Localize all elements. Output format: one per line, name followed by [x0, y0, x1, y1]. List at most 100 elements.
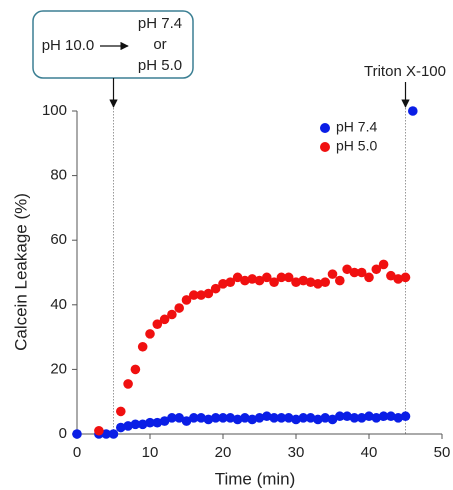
data-point — [400, 272, 411, 283]
data-point — [262, 411, 272, 422]
data-point — [189, 413, 199, 423]
data-point — [189, 290, 199, 300]
y-tick-label: 0 — [59, 425, 67, 442]
data-point — [137, 341, 148, 352]
y-tick-label: 40 — [50, 296, 67, 313]
data-point — [232, 272, 243, 283]
data-point — [327, 269, 338, 279]
data-point — [174, 413, 184, 423]
y-axis-label: Calcein Leakage (%) — [11, 193, 30, 351]
data-point — [342, 411, 352, 422]
data-point — [232, 414, 243, 425]
data-point — [203, 414, 214, 425]
data-point — [313, 279, 323, 289]
data-point — [167, 309, 177, 320]
data-point — [356, 413, 367, 423]
annotation-text: pH 10.0 — [42, 37, 95, 54]
data-point — [378, 259, 389, 270]
annotation-text: Triton X-100 — [364, 63, 446, 80]
data-point — [283, 413, 294, 423]
legend-label: pH 7.4 — [336, 119, 377, 135]
data-point — [283, 272, 294, 283]
y-tick-label: 60 — [50, 231, 67, 248]
data-point — [123, 379, 133, 389]
data-point — [159, 416, 170, 426]
data-point — [349, 413, 360, 423]
data-point — [320, 413, 331, 423]
data-point — [342, 264, 352, 275]
data-point — [269, 277, 279, 287]
data-point — [298, 413, 309, 423]
data-point — [101, 429, 111, 439]
data-point — [327, 414, 338, 425]
data-point — [210, 283, 221, 294]
data-point — [218, 413, 228, 423]
data-point — [247, 274, 257, 284]
data-point — [400, 411, 411, 422]
data-point — [305, 413, 316, 423]
x-tick-label: 20 — [215, 444, 232, 461]
data-point — [196, 290, 206, 300]
data-point — [152, 417, 163, 428]
y-tick-label: 100 — [42, 102, 67, 119]
data-point — [152, 319, 163, 329]
legend-label: pH 5.0 — [336, 138, 377, 154]
data-point — [386, 270, 396, 281]
x-tick-label: 30 — [288, 444, 305, 461]
annotation-text: pH 5.0 — [138, 57, 182, 74]
data-point — [225, 277, 236, 287]
legend-marker — [320, 123, 330, 133]
data-point — [364, 272, 374, 283]
data-point — [116, 406, 126, 417]
data-point — [210, 413, 221, 423]
data-point — [167, 413, 177, 423]
data-point — [349, 267, 360, 278]
data-point — [393, 274, 404, 284]
data-point — [137, 419, 148, 430]
data-point — [254, 413, 265, 423]
data-point — [225, 413, 236, 423]
y-tick-label: 20 — [50, 360, 67, 377]
annotation-text: or — [153, 36, 166, 53]
data-point — [203, 288, 214, 299]
data-point — [371, 264, 382, 275]
data-point — [145, 417, 155, 428]
x-axis-label: Time (min) — [215, 469, 296, 488]
data-point — [108, 429, 119, 439]
data-point — [305, 277, 316, 287]
data-point — [298, 275, 309, 286]
data-point — [313, 414, 323, 425]
data-point — [276, 413, 287, 423]
data-point — [247, 414, 257, 425]
data-point — [181, 416, 192, 426]
data-point — [320, 277, 331, 287]
data-point — [356, 267, 367, 278]
data-point — [94, 425, 104, 436]
data-point — [262, 272, 272, 283]
data-point — [196, 413, 206, 423]
data-point — [174, 303, 184, 313]
x-tick-label: 10 — [142, 444, 159, 461]
data-point — [276, 272, 287, 283]
data-point — [378, 411, 389, 422]
data-point — [291, 414, 301, 425]
data-point — [181, 295, 192, 305]
data-point — [240, 275, 250, 286]
data-point — [254, 275, 265, 286]
data-point — [240, 413, 250, 423]
legend-marker — [320, 142, 330, 152]
x-tick-label: 0 — [73, 444, 81, 461]
data-point — [371, 413, 382, 423]
annotation-text: pH 7.4 — [138, 15, 182, 32]
data-point — [364, 411, 374, 422]
data-point — [116, 422, 126, 433]
data-point — [130, 364, 141, 375]
data-point — [291, 277, 301, 287]
data-point — [159, 314, 170, 325]
y-tick-label: 80 — [50, 167, 67, 184]
data-point — [123, 421, 133, 431]
data-point — [130, 419, 141, 430]
x-tick-label: 40 — [361, 444, 378, 461]
x-tick-label: 50 — [434, 444, 451, 461]
